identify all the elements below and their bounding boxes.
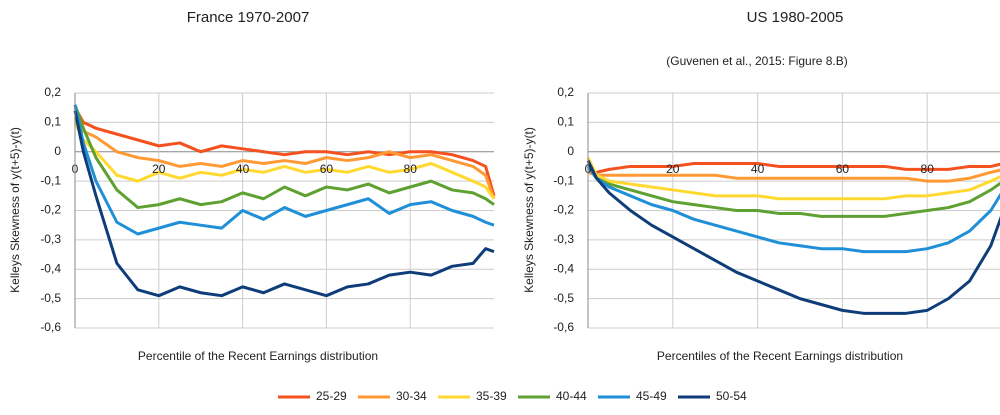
y-tick-label: -0,5 bbox=[553, 291, 574, 305]
y-tick-label: -0,3 bbox=[40, 232, 61, 246]
x-axis-label: Percentile of the Recent Earnings distri… bbox=[138, 349, 378, 363]
series-line bbox=[73, 115, 496, 200]
y-axis-label: Kelleys Skewness of y(t+5)-y(t) bbox=[522, 127, 536, 293]
x-tick-label: 80 bbox=[921, 162, 935, 176]
legend-label: 35-39 bbox=[476, 389, 507, 403]
y-tick-label: -0,1 bbox=[553, 173, 574, 187]
series-line bbox=[586, 159, 1000, 315]
legend-label: 25-29 bbox=[316, 389, 347, 403]
y-tick-label: -0,6 bbox=[40, 320, 61, 334]
series-line bbox=[586, 162, 1000, 218]
series-line bbox=[73, 104, 495, 236]
y-tick-label: 0,2 bbox=[557, 85, 574, 99]
legend-label: 40-44 bbox=[556, 389, 587, 403]
y-tick-label: 0 bbox=[54, 144, 61, 158]
y-tick-label: -0,2 bbox=[40, 203, 61, 217]
y-tick-label: -0,4 bbox=[553, 261, 574, 275]
series-line bbox=[73, 106, 496, 197]
chart-subtitle: (Guvenen et al., 2015: Figure 8.B) bbox=[666, 54, 847, 68]
y-tick-label: 0,1 bbox=[44, 115, 61, 129]
legend-label: 30-34 bbox=[396, 389, 427, 403]
x-axis-label: Percentiles of the Recent Earnings distr… bbox=[657, 349, 903, 363]
series-line bbox=[588, 162, 1000, 174]
y-axis-label: Kelleys Skewness of y(t+5)-y(t) bbox=[8, 127, 22, 293]
y-tick-label: -0,3 bbox=[553, 232, 574, 246]
y-tick-label: 0,2 bbox=[44, 85, 61, 99]
y-tick-label: -0,5 bbox=[40, 291, 61, 305]
y-tick-label: 0,1 bbox=[557, 115, 574, 129]
plot-area bbox=[586, 92, 1000, 329]
x-tick-label: 60 bbox=[320, 162, 334, 176]
chart-title: US 1980-2005 bbox=[747, 9, 844, 26]
x-tick-label: 40 bbox=[236, 162, 250, 176]
series-line bbox=[73, 121, 496, 200]
series-line bbox=[586, 156, 1000, 201]
x-tick-label: 60 bbox=[836, 162, 850, 176]
y-tick-label: -0,2 bbox=[553, 203, 574, 217]
series-line bbox=[587, 168, 1000, 183]
chart-title: France 1970-2007 bbox=[187, 9, 310, 26]
legend-label: 50-54 bbox=[716, 389, 747, 403]
legend: 25-29 30-34 35-39 40-44 45-49 50-54 bbox=[278, 389, 747, 403]
x-tick-label: 80 bbox=[404, 162, 418, 176]
series-line bbox=[586, 165, 1000, 254]
x-tick-label: 20 bbox=[152, 162, 166, 176]
x-tick-label: 40 bbox=[751, 162, 765, 176]
y-tick-label: 0 bbox=[567, 144, 574, 158]
series-line bbox=[73, 104, 495, 210]
y-tick-label: -0,4 bbox=[40, 261, 61, 275]
y-tick-label: -0,1 bbox=[40, 173, 61, 187]
legend-label: 45-49 bbox=[636, 389, 667, 403]
y-tick-label: -0,6 bbox=[553, 320, 574, 334]
series-line bbox=[73, 110, 495, 298]
plot-area bbox=[73, 92, 496, 329]
x-tick-label: 20 bbox=[666, 162, 680, 176]
